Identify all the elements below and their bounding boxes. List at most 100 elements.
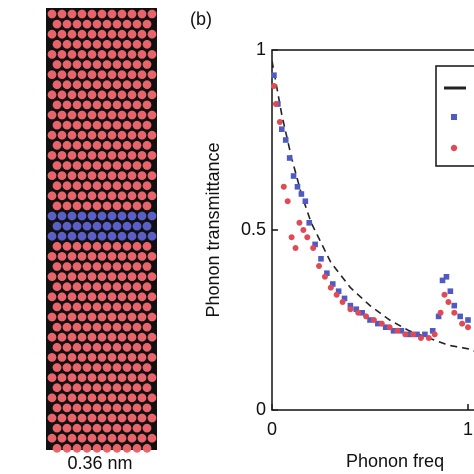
atom [117, 151, 127, 160]
atom [97, 171, 107, 181]
atom [47, 292, 57, 302]
data-point [437, 309, 444, 316]
atom [142, 423, 152, 433]
atom [57, 29, 67, 39]
data-point [324, 270, 330, 276]
atom [77, 373, 87, 382]
atom [127, 413, 137, 423]
atom [147, 373, 157, 382]
atom [142, 181, 152, 191]
atom [62, 19, 72, 29]
atom [67, 252, 77, 261]
data-point [321, 273, 328, 280]
atom [137, 151, 147, 160]
atom [132, 201, 142, 211]
atom [87, 29, 97, 39]
atom [102, 161, 112, 170]
atom [122, 120, 132, 130]
atom [132, 262, 142, 271]
atom [147, 252, 157, 261]
atom [142, 161, 152, 170]
atom [147, 29, 157, 39]
data-point [386, 324, 393, 331]
atom [67, 130, 77, 140]
data-point [443, 274, 450, 280]
atom [107, 191, 117, 201]
atom [137, 433, 147, 443]
atom [82, 423, 92, 433]
atom [142, 120, 152, 130]
atom [127, 130, 137, 140]
atom [62, 161, 72, 170]
data-point [422, 331, 428, 338]
data-point [414, 331, 420, 338]
atom [82, 262, 92, 271]
atom [112, 120, 122, 130]
atom [112, 302, 122, 312]
data-point [304, 234, 311, 241]
atom [127, 373, 137, 382]
atom [127, 211, 137, 221]
atom [132, 363, 142, 372]
atom [117, 191, 127, 201]
lattice [47, 9, 157, 453]
atom [97, 373, 107, 382]
data-point [451, 302, 458, 309]
atom [132, 241, 142, 251]
atom [107, 332, 117, 342]
atom [67, 151, 77, 160]
data-point [294, 184, 301, 190]
atom [147, 353, 157, 362]
atom [127, 191, 137, 201]
atom [137, 231, 147, 241]
atom [137, 393, 147, 403]
atom [77, 433, 87, 443]
atom [117, 70, 127, 79]
atom [137, 110, 147, 120]
x-tick-label: 0 [267, 419, 277, 439]
atom [82, 241, 92, 251]
atom [92, 221, 102, 231]
atom [62, 423, 72, 433]
atom [62, 383, 72, 393]
atom [62, 443, 72, 453]
atom [112, 363, 122, 372]
atom [142, 403, 152, 413]
atom [47, 231, 57, 241]
atom [97, 191, 107, 201]
atom [117, 130, 127, 140]
atom [122, 60, 132, 69]
atom [147, 433, 157, 443]
atom [62, 241, 72, 251]
atom [102, 39, 112, 49]
atom [52, 201, 62, 211]
atom [87, 272, 97, 281]
atom [97, 231, 107, 241]
atom [137, 312, 147, 322]
atom [127, 90, 137, 100]
atom [97, 29, 107, 39]
atom [92, 241, 102, 251]
atom [137, 272, 147, 281]
atom [107, 29, 117, 39]
data-point [347, 306, 354, 313]
atom [72, 181, 82, 191]
atom [107, 292, 117, 302]
atom [97, 393, 107, 403]
atom [102, 201, 112, 211]
atom [57, 90, 67, 100]
data-point [341, 295, 348, 302]
atom [82, 383, 92, 393]
atom [57, 393, 67, 403]
atom [72, 39, 82, 49]
atom [67, 211, 77, 221]
atom [57, 151, 67, 160]
atom [87, 292, 97, 302]
atom [92, 161, 102, 170]
atom [82, 201, 92, 211]
atom [147, 393, 157, 403]
atom [102, 302, 112, 312]
data-point [329, 281, 336, 287]
atom [147, 312, 157, 322]
atom [112, 161, 122, 170]
